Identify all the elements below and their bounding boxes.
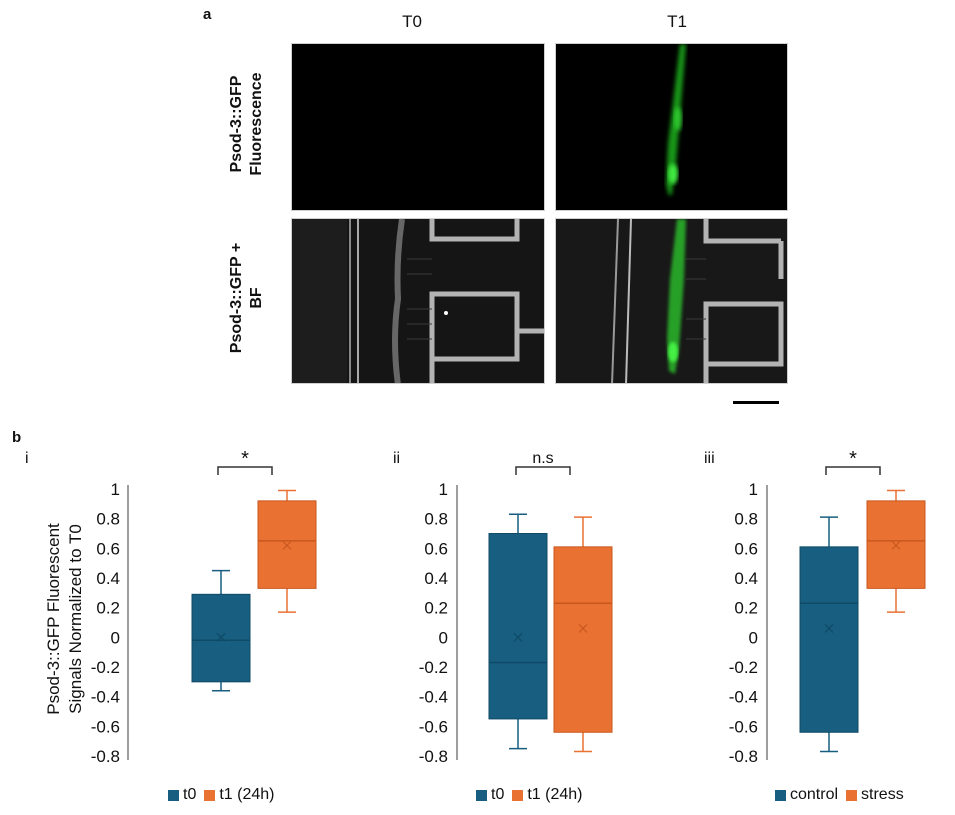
y-tick-label: 0 <box>111 628 120 647</box>
y-tick-label: -0.2 <box>419 658 448 677</box>
legend-swatch-blue <box>476 789 487 801</box>
significance-bracket <box>825 466 881 475</box>
box-t0 <box>488 513 548 750</box>
y-tick-label: -0.8 <box>729 747 758 766</box>
chart-iii-legend: control stress <box>775 786 904 804</box>
y-tick-label: 0.2 <box>424 599 448 618</box>
y-tick-label: -0.2 <box>91 658 120 677</box>
y-tick-label: 0.4 <box>734 569 758 588</box>
y-tick-label: 0.2 <box>734 599 758 618</box>
y-tick-label: 0.6 <box>734 539 758 558</box>
mean-marker <box>216 632 226 642</box>
row-label-line1: Psod-3::GFP <box>228 75 245 173</box>
row-label-line1: Psod-3::GFP + <box>228 242 245 354</box>
mean-marker <box>824 624 834 633</box>
y-tick-label: 0.4 <box>96 569 120 588</box>
y-tick-label: -0.4 <box>91 688 120 707</box>
row-label-line2: Fluorescence <box>248 72 265 176</box>
brightfield-channels-image <box>292 219 544 383</box>
y-tick-label: 0.6 <box>424 539 448 558</box>
legend-label: t1 (24h) <box>219 786 275 803</box>
chart-i-legend: t0 t1 (24h) <box>168 786 274 804</box>
box-chart-iii: 1 0.8 0.6 0.4 0.2 0 -0.2 -0.4 -0.6 -0.8 * <box>729 450 926 766</box>
legend-label: t0 <box>491 786 505 803</box>
panel-a-letter: a <box>203 6 212 23</box>
box-iqr <box>799 546 859 733</box>
chart-ii-legend: t0 t1 (24h) <box>476 786 582 804</box>
legend-label: t1 (24h) <box>527 786 583 803</box>
significance-label: * <box>241 450 249 470</box>
row-label-fluorescence: Psod-3::GFP Fluorescence <box>227 39 267 209</box>
legend-swatch-orange <box>846 789 858 801</box>
y-tick-label: 1 <box>111 480 120 499</box>
box-control <box>799 516 859 753</box>
gfp-worm-image <box>666 44 686 196</box>
legend-label: t0 <box>183 786 197 803</box>
box-chart-ii: 1 0.8 0.6 0.4 0.2 0 -0.2 -0.4 -0.6 -0.8 n.s <box>419 450 613 766</box>
brightfield-gfp-overlay-image <box>556 219 787 383</box>
chart-ii-label: ii <box>393 450 401 467</box>
y-tick-label: 0.2 <box>96 599 120 618</box>
legend-swatch-orange <box>204 789 216 801</box>
micrograph-t1-brightfield <box>555 218 788 384</box>
y-tick-label: 0.8 <box>424 510 448 529</box>
micrograph-t0-brightfield <box>291 218 545 384</box>
legend-swatch-orange <box>512 789 524 801</box>
box-t0 <box>191 569 251 692</box>
legend-swatch-blue <box>775 789 786 801</box>
significance-label: * <box>849 450 857 470</box>
mean-marker <box>282 540 292 550</box>
y-tick-label: -0.4 <box>729 688 758 707</box>
box-t1-24h- <box>257 489 317 613</box>
chart-iii-label: iii <box>704 450 715 467</box>
row-label-bf: Psod-3::GFP + BF <box>227 213 267 383</box>
chart-i-label: i <box>25 450 29 467</box>
box-t1-24h- <box>553 516 613 753</box>
micrograph-t0-fluorescence <box>291 43 545 211</box>
y-tick-label: 1 <box>439 480 448 499</box>
column-header-t1: T1 <box>667 12 687 31</box>
y-tick-label: 0 <box>439 628 448 647</box>
y-tick-label: 0.6 <box>96 539 120 558</box>
y-tick-label: 0.8 <box>96 510 120 529</box>
box-chart-i: 1 0.8 0.6 0.4 0.2 0 -0.2 -0.4 -0.6 -0.8 * <box>91 450 317 766</box>
y-tick-label: -0.2 <box>729 658 758 677</box>
y-tick-label: -0.8 <box>419 747 448 766</box>
mean-marker <box>891 540 901 550</box>
y-tick-label: -0.6 <box>91 717 120 736</box>
y-tick-label: 0.8 <box>734 510 758 529</box>
y-tick-label: -0.6 <box>729 717 758 736</box>
scale-bar <box>733 401 779 404</box>
mean-marker <box>578 624 588 633</box>
y-tick-label: -0.8 <box>91 747 120 766</box>
significance-label: n.s <box>532 450 553 467</box>
micrograph-t1-fluorescence <box>555 43 788 211</box>
significance-bracket <box>217 466 273 475</box>
y-tick-label: 0 <box>749 628 758 647</box>
legend-label: stress <box>861 786 904 803</box>
y-axis-title-line1: Psod-3::GFP Fluorescent <box>44 523 63 715</box>
y-tick-label: -0.4 <box>419 688 448 707</box>
column-header-t0: T0 <box>402 12 422 31</box>
row-label-line2: BF <box>248 287 265 309</box>
panel-b-letter: b <box>12 429 22 446</box>
y-tick-label: -0.6 <box>419 717 448 736</box>
y-tick-label: 1 <box>749 480 758 499</box>
legend-label: control <box>790 786 839 803</box>
box-stress <box>866 489 926 613</box>
y-tick-label: 0.4 <box>424 569 448 588</box>
box-iqr <box>553 546 613 733</box>
legend-swatch-blue <box>168 789 179 801</box>
box-iqr <box>488 533 548 720</box>
mean-marker <box>513 632 523 642</box>
significance-bracket <box>515 466 571 475</box>
